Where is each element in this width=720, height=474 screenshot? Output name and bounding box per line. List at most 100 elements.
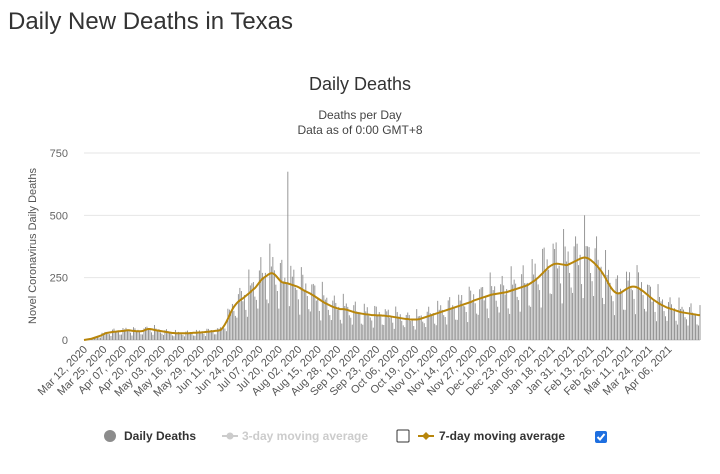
daily-death-bar: [610, 283, 611, 340]
daily-death-bar: [482, 287, 483, 340]
daily-death-bar: [434, 324, 435, 340]
daily-death-bar: [247, 317, 248, 340]
daily-death-bar: [640, 288, 641, 340]
daily-death-bar: [329, 315, 330, 340]
daily-death-bar: [686, 319, 687, 340]
daily-death-bar: [334, 296, 335, 340]
chart-subtitle-line-1: Deaths per Day: [318, 108, 401, 122]
daily-death-bar: [694, 313, 695, 340]
daily-death-bar: [625, 310, 626, 340]
daily-death-bar: [415, 330, 416, 340]
checkbox-3day-average[interactable]: [397, 430, 409, 442]
daily-death-bar: [583, 298, 584, 340]
daily-death-bar: [278, 309, 279, 340]
daily-death-bar: [656, 321, 657, 340]
daily-death-bar: [571, 288, 572, 340]
daily-death-bar: [320, 320, 321, 340]
daily-death-bar: [356, 311, 357, 340]
daily-death-bar: [292, 277, 293, 340]
daily-death-bar: [166, 329, 167, 340]
daily-death-bar: [302, 275, 303, 340]
daily-death-bar: [580, 255, 581, 340]
daily-death-bar: [611, 296, 612, 340]
daily-death-bar: [341, 323, 342, 340]
daily-death-bar: [520, 312, 521, 340]
daily-death-bar: [532, 259, 533, 340]
daily-death-bar: [268, 303, 269, 340]
checkbox-7day-average[interactable]: [595, 431, 607, 443]
daily-death-bar: [388, 310, 389, 340]
daily-death-bar: [382, 325, 383, 340]
daily-death-bar: [530, 307, 531, 340]
daily-death-bar: [560, 283, 561, 340]
daily-death-bar: [244, 295, 245, 340]
daily-death-bar: [394, 329, 395, 340]
daily-death-bar: [661, 301, 662, 340]
daily-death-bar: [665, 316, 666, 340]
daily-death-bar: [308, 309, 309, 340]
daily-death-bar: [233, 311, 234, 340]
daily-death-bar: [139, 332, 140, 340]
daily-death-bar: [436, 325, 437, 340]
daily-death-bar: [511, 266, 512, 340]
daily-death-bar: [226, 331, 227, 340]
daily-death-bar: [373, 328, 374, 340]
daily-death-bar: [626, 272, 627, 340]
legend-daily-deaths[interactable]: Daily Deaths: [104, 429, 196, 443]
daily-death-bar: [187, 331, 188, 340]
daily-death-bar: [202, 333, 203, 340]
daily-death-bar: [554, 249, 555, 340]
daily-death-bar: [440, 305, 441, 340]
daily-death-bar: [169, 333, 170, 340]
daily-death-bar: [208, 329, 209, 340]
daily-death-bar: [371, 320, 372, 340]
daily-death-bar: [212, 332, 213, 340]
daily-death-bar: [121, 335, 122, 340]
daily-death-bar: [109, 334, 110, 340]
daily-death-bar: [689, 307, 690, 340]
daily-death-bar: [557, 268, 558, 340]
daily-death-bar: [458, 295, 459, 340]
daily-death-bar: [505, 295, 506, 340]
daily-death-bar: [602, 298, 603, 340]
daily-death-bar: [485, 296, 486, 340]
daily-death-bar: [280, 263, 281, 340]
daily-death-bar: [584, 215, 585, 340]
daily-death-bar: [203, 334, 204, 340]
daily-death-bar: [566, 261, 567, 340]
daily-death-bar: [433, 313, 434, 340]
y-gridlines: [84, 153, 700, 340]
legend-7day-average[interactable]: 7-day moving average: [418, 429, 565, 443]
daily-death-bar: [413, 326, 414, 340]
daily-death-bar: [299, 315, 300, 340]
daily-death-bar: [596, 236, 597, 340]
daily-death-bar: [383, 325, 384, 340]
daily-death-bar: [362, 325, 363, 340]
daily-death-bar: [152, 335, 153, 340]
daily-death-bar: [502, 276, 503, 340]
daily-death-bar: [490, 272, 491, 340]
daily-death-bar: [260, 257, 261, 340]
daily-death-bar: [608, 270, 609, 340]
daily-death-bar: [129, 331, 130, 340]
daily-death-bar: [304, 290, 305, 340]
daily-death-bar: [692, 313, 693, 340]
daily-death-bar: [154, 325, 155, 340]
daily-death-bar: [163, 335, 164, 340]
daily-death-bar: [658, 284, 659, 340]
daily-death-bar: [629, 272, 630, 340]
daily-death-bar: [559, 266, 560, 340]
daily-death-bar: [628, 281, 629, 340]
daily-death-bar: [263, 278, 264, 340]
daily-death-bar: [623, 310, 624, 340]
daily-death-bar: [293, 270, 294, 340]
legend-3day-average[interactable]: 3-day moving average: [222, 429, 368, 443]
daily-death-bar: [574, 246, 575, 340]
daily-death-bar: [484, 300, 485, 340]
daily-death-bar: [673, 311, 674, 340]
daily-death-bar: [700, 305, 701, 340]
daily-death-bar: [523, 265, 524, 340]
daily-death-bar: [448, 300, 449, 340]
daily-death-bar: [697, 324, 698, 340]
